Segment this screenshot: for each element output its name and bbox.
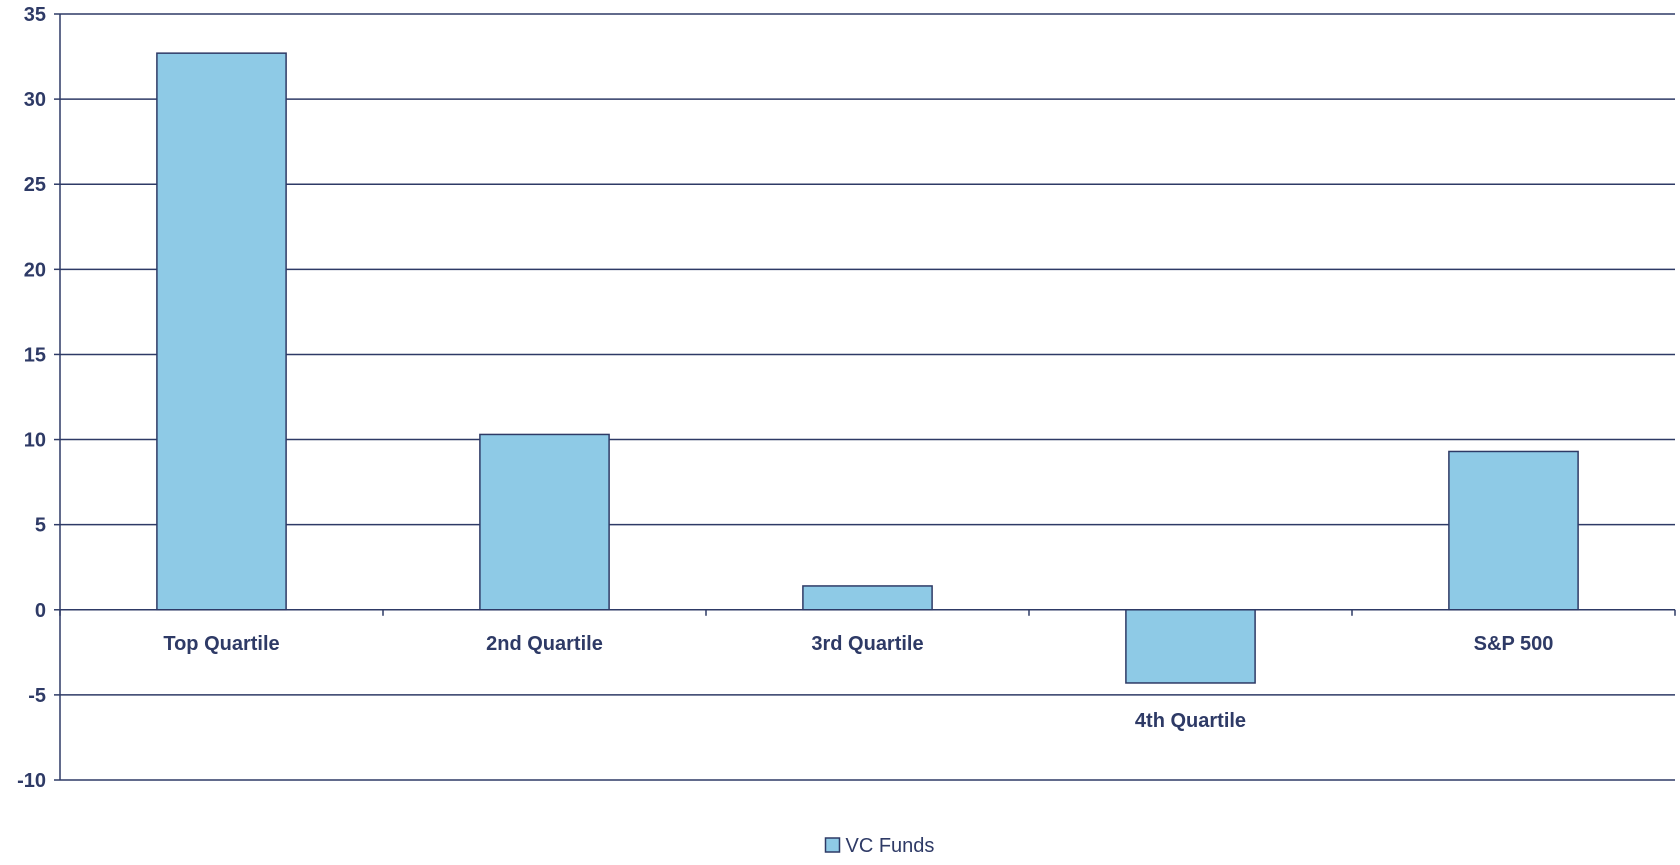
y-tick-label: 0 bbox=[35, 600, 46, 622]
y-tick-label: 35 bbox=[24, 4, 46, 26]
x-tick-label: 2nd Quartile bbox=[486, 633, 603, 655]
x-tick-label: Top Quartile bbox=[163, 633, 279, 655]
bar bbox=[479, 433, 610, 611]
y-tick-label: -5 bbox=[28, 685, 46, 707]
x-axis-tick-labels: Top Quartile 2nd Quartile 3rd Quartile 4th … bbox=[163, 633, 1553, 732]
bar bbox=[1448, 450, 1579, 611]
y-tick-label: -10 bbox=[17, 770, 46, 792]
bars bbox=[156, 52, 1579, 684]
x-tick-label: 3rd Quartile bbox=[811, 633, 923, 655]
y-tick-label: 10 bbox=[24, 430, 46, 452]
bar bbox=[1125, 609, 1256, 684]
legend: VC Funds bbox=[824, 835, 935, 857]
y-tick-label: 30 bbox=[24, 89, 46, 111]
x-tick-label: 4th Quartile bbox=[1135, 710, 1246, 732]
y-tick-label: 5 bbox=[35, 515, 46, 537]
y-tick-label: 20 bbox=[24, 259, 46, 281]
x-tick-label: S&P 500 bbox=[1474, 633, 1554, 655]
y-tick-label: 25 bbox=[24, 174, 46, 196]
axes bbox=[59, 14, 1676, 780]
legend-label: VC Funds bbox=[846, 835, 935, 857]
y-axis-tick-labels: 35 30 25 20 15 10 5 0 -5 -10 bbox=[17, 4, 46, 792]
bar bbox=[156, 52, 287, 611]
gridlines bbox=[54, 13, 1675, 781]
y-tick-label: 15 bbox=[24, 344, 46, 366]
legend-swatch bbox=[824, 837, 841, 853]
bar bbox=[802, 585, 933, 611]
